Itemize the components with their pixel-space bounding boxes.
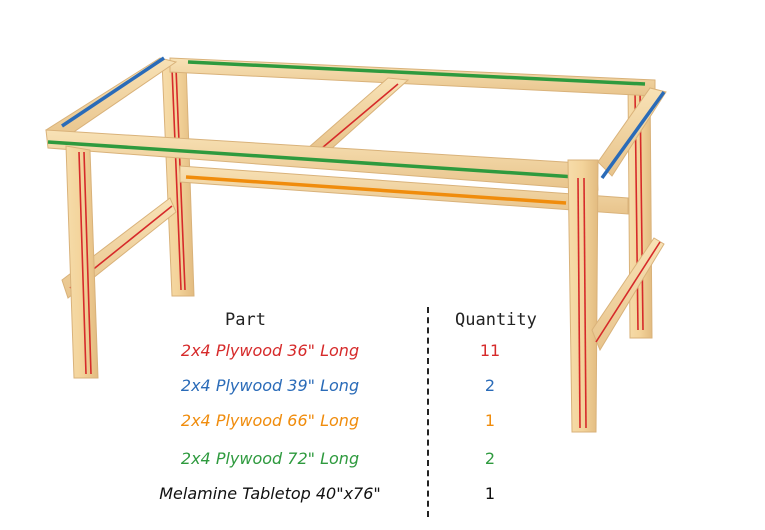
- part-quantity: 11: [479, 341, 501, 360]
- table-row: 2x4 Plywood 36" Long 11: [120, 341, 580, 371]
- part-name: Melamine Tabletop 40"x76": [159, 484, 381, 503]
- stretcher-long: [179, 165, 629, 215]
- table-row: 2x4 Plywood 66" Long 1: [120, 411, 580, 441]
- rail-left-top: [45, 56, 178, 141]
- rail-right-top: [597, 87, 667, 180]
- column-divider: [427, 307, 429, 517]
- table-row: 2x4 Plywood 39" Long 2: [120, 376, 580, 406]
- part-quantity: 2: [484, 376, 496, 395]
- table-row: Melamine Tabletop 40"x76" 1: [120, 484, 580, 514]
- part-name: 2x4 Plywood 39" Long: [180, 376, 360, 395]
- brace-middle: [306, 77, 410, 151]
- parts-table: Part Quantity 2x4 Plywood 36" Long 11 2x…: [120, 305, 580, 520]
- leg-front-left: [65, 145, 99, 379]
- part-quantity: 1: [484, 484, 496, 503]
- header-quantity: Quantity: [455, 310, 537, 330]
- stretcher-right: [591, 237, 665, 352]
- rail-back-top: [169, 57, 656, 97]
- leg-front-right: [567, 159, 599, 433]
- header-part: Part: [225, 310, 266, 330]
- part-name: 2x4 Plywood 72" Long: [180, 449, 360, 468]
- part-quantity: 2: [484, 449, 496, 468]
- part-quantity: 1: [484, 411, 496, 430]
- part-name: 2x4 Plywood 36" Long: [180, 341, 360, 360]
- part-name: 2x4 Plywood 66" Long: [180, 411, 360, 430]
- table-row: 2x4 Plywood 72" Long 2: [120, 449, 580, 479]
